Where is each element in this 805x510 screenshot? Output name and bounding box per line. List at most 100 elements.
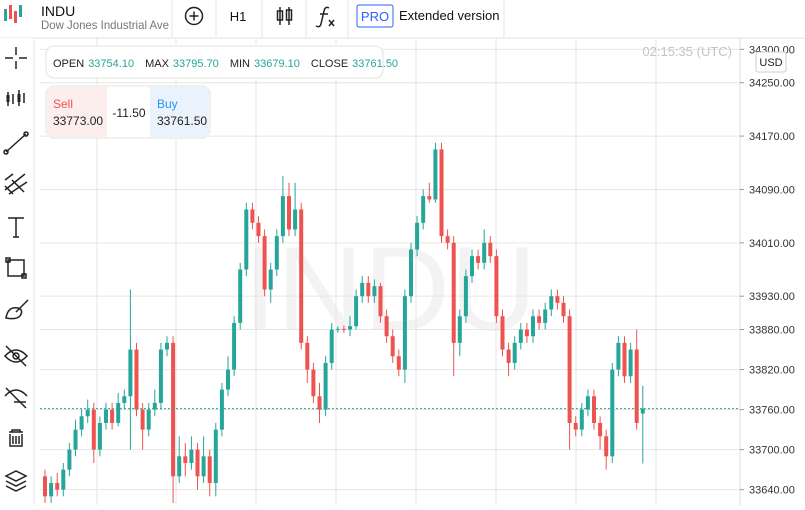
- candle-body: [390, 336, 395, 357]
- candle-body: [146, 409, 151, 430]
- y-tick-label: 34010.00: [749, 238, 795, 250]
- candle-body: [73, 429, 78, 450]
- candle-body: [567, 316, 572, 423]
- candle-body: [67, 449, 72, 470]
- interval[interactable]: H1: [230, 9, 247, 24]
- candle-body: [445, 236, 450, 243]
- symbol[interactable]: INDU: [41, 3, 75, 19]
- candle-body: [43, 476, 47, 497]
- candle-body: [622, 342, 627, 377]
- candle-body: [555, 296, 560, 303]
- line-tool[interactable]: [3, 131, 29, 155]
- indicators-button[interactable]: [315, 6, 335, 28]
- candle-body: [524, 329, 529, 337]
- trade-box: Sell 33773.00 -11.50 Buy 33761.50: [45, 85, 211, 139]
- candle-body: [378, 286, 383, 317]
- ohlc-label: MIN: [230, 58, 250, 70]
- candle-body: [579, 409, 584, 430]
- candle-body: [293, 209, 298, 230]
- layers-tool[interactable]: [4, 470, 28, 492]
- extended-version[interactable]: Extended version: [399, 8, 499, 23]
- candle-body: [311, 369, 316, 397]
- candle-body: [165, 342, 169, 350]
- candle-body: [91, 409, 96, 450]
- candle-body: [85, 409, 90, 417]
- shape-tool[interactable]: [5, 257, 27, 279]
- currency-box[interactable]: [755, 51, 787, 73]
- watermark-group: INDU: [243, 222, 536, 356]
- delete-tool[interactable]: [9, 429, 23, 447]
- pro-badge[interactable]: [356, 4, 394, 28]
- candle-body: [482, 242, 487, 263]
- candle-body: [537, 316, 542, 323]
- add-indicator-button[interactable]: [184, 6, 204, 26]
- candle-body: [354, 296, 359, 327]
- candle-body: [195, 449, 200, 477]
- candle-body: [317, 396, 322, 410]
- y-tick-label: 34170.00: [749, 131, 795, 143]
- ohlc-label: MAX: [145, 58, 170, 70]
- y-axis: 34300.0034250.0034170.0034090.0034010.00…: [740, 44, 795, 497]
- spread: -11.50: [112, 106, 145, 120]
- crosshair-tool[interactable]: [5, 47, 27, 69]
- candle-body: [372, 286, 377, 297]
- candle-body: [219, 389, 224, 430]
- clock: 02:15:35 (UTC): [642, 44, 732, 59]
- candle-body: [476, 256, 481, 263]
- candle-body: [122, 396, 127, 403]
- candle-body: [140, 409, 145, 430]
- candle-body: [470, 256, 474, 277]
- candle-body: [104, 409, 108, 423]
- ohlc-box: [45, 45, 384, 79]
- candle-body: [323, 362, 328, 410]
- symbol-name: Dow Jones Industrial Ave: [41, 18, 169, 32]
- candle-body: [415, 222, 420, 250]
- candle-body: [366, 282, 371, 297]
- y-tick-label: 33880.00: [749, 325, 795, 337]
- y-tick-label: 33700.00: [749, 445, 795, 457]
- candle-body: [433, 149, 438, 200]
- candle-body: [55, 482, 60, 490]
- candle-body: [512, 342, 517, 363]
- symbol-logo: [4, 5, 22, 23]
- candle-body: [250, 209, 255, 223]
- sell-button[interactable]: [47, 87, 107, 137]
- candle-body: [500, 316, 505, 350]
- candle-body: [549, 296, 554, 310]
- y-tick-label: 34090.00: [749, 184, 795, 196]
- chart-type-button[interactable]: [276, 7, 293, 25]
- candle-body: [244, 209, 249, 270]
- candle-body: [396, 356, 401, 370]
- candle-body: [616, 342, 621, 370]
- fib-tool[interactable]: [4, 173, 28, 195]
- ohlc-value: 33795.70: [173, 58, 219, 70]
- candle-body: [280, 196, 285, 237]
- hide-labels-tool[interactable]: [4, 387, 28, 409]
- candle-body: [634, 349, 639, 423]
- candle-body: [238, 269, 243, 323]
- candle-body: [79, 416, 84, 430]
- y-tick-label: 33760.00: [749, 405, 795, 417]
- candle-body: [128, 349, 133, 397]
- sell-label: Sell: [53, 97, 73, 111]
- candle-body: [116, 402, 121, 423]
- buy-button[interactable]: [150, 87, 209, 137]
- hide-tool[interactable]: [3, 345, 29, 367]
- watermark: INDU: [243, 222, 536, 356]
- candle-body: [463, 276, 468, 317]
- candle-body: [604, 436, 609, 457]
- y-tick-label: 33640.00: [749, 485, 795, 497]
- ohlc-value: 33761.50: [352, 58, 398, 70]
- candle-body: [171, 342, 176, 477]
- indicator-tool[interactable]: [6, 90, 25, 106]
- left-toolbar: [0, 38, 34, 505]
- brush-tool[interactable]: [5, 299, 29, 320]
- candle-body: [640, 408, 645, 414]
- candle-body: [97, 422, 102, 450]
- candle-body: [610, 369, 615, 457]
- candle-body: [421, 196, 426, 223]
- ohlc-row: OPEN 33754.10 MAX 33795.70 MIN 33679.10 CLOSE 3…: [53, 58, 398, 70]
- text-tool[interactable]: [8, 217, 24, 238]
- candle-body: [262, 236, 267, 290]
